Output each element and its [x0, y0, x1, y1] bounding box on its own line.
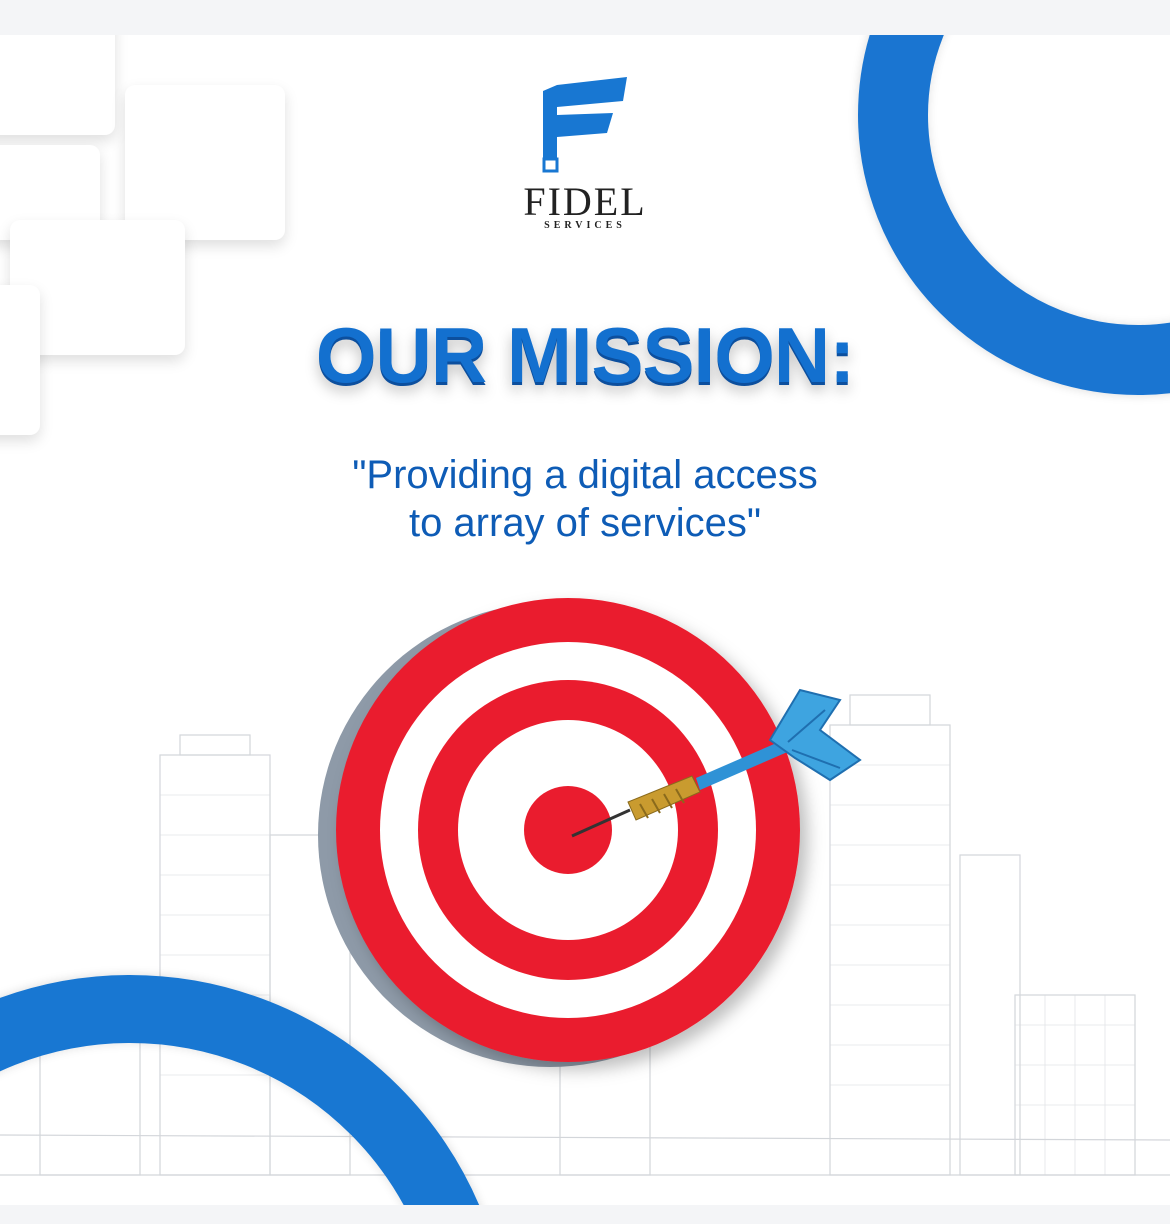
decorative-square — [0, 285, 40, 435]
decorative-square — [125, 85, 285, 240]
bullseye-target-icon — [318, 598, 862, 1067]
brand-logo: FIDEL SERVICES — [495, 73, 675, 232]
page-title: OUR MISSION: — [315, 311, 855, 399]
city-sketch-illustration — [0, 614, 1170, 1176]
letter-f-logo-icon — [542, 77, 627, 173]
tagline-line-1: "Providing a digital access — [352, 453, 818, 497]
dart-icon — [571, 688, 862, 838]
tagline-line-2: to array of services" — [408, 501, 762, 545]
decorative-square — [0, 35, 115, 135]
brand-subtitle: SERVICES — [544, 220, 626, 231]
mission-poster: FIDEL SERVICES OUR MISSION: "Providing a… — [0, 35, 1170, 1205]
brand-name: FIDEL — [523, 179, 647, 224]
mission-tagline: "Providing a digital access to array of … — [200, 451, 970, 547]
